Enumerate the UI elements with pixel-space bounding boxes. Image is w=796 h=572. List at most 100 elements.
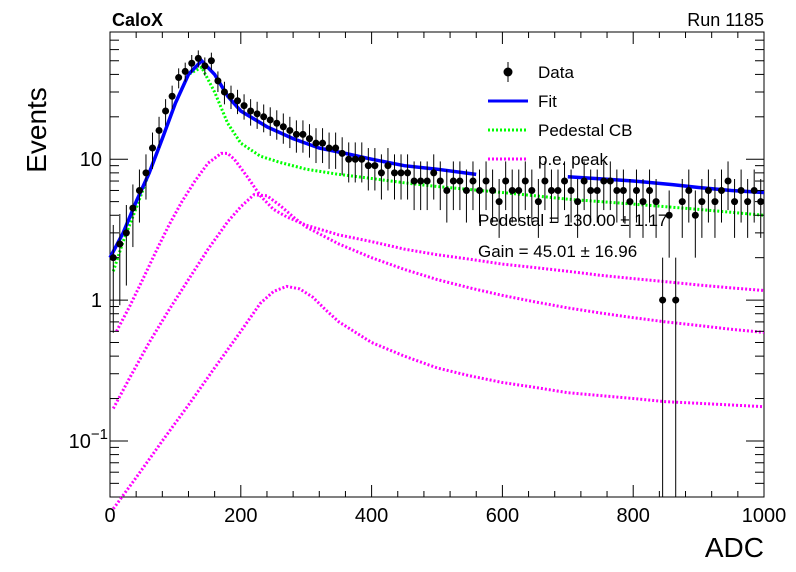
data-point bbox=[744, 198, 752, 206]
data-point bbox=[266, 116, 274, 124]
legend-label: p.e. peak bbox=[538, 150, 608, 169]
legend-label: Fit bbox=[538, 92, 557, 111]
data-point bbox=[528, 186, 536, 194]
data-point bbox=[129, 204, 137, 212]
data-point bbox=[116, 240, 124, 248]
pe-peak-curve-3 bbox=[112, 284, 765, 510]
data-point bbox=[521, 177, 529, 185]
data-points-layer bbox=[109, 50, 765, 497]
data-point bbox=[390, 169, 398, 177]
data-point bbox=[332, 144, 340, 152]
data-point bbox=[724, 177, 732, 185]
data-point bbox=[345, 155, 353, 163]
x-tick-label: 800 bbox=[617, 505, 650, 527]
data-point bbox=[567, 186, 575, 194]
plot-frame bbox=[109, 31, 765, 498]
data-point bbox=[312, 139, 320, 147]
data-point bbox=[377, 169, 385, 177]
run-label: Run 1185 bbox=[687, 10, 764, 30]
data-point bbox=[698, 198, 706, 206]
fit-curve bbox=[108, 58, 477, 259]
data-point bbox=[188, 59, 196, 67]
data-point bbox=[561, 177, 569, 185]
data-point bbox=[580, 177, 588, 185]
data-point bbox=[626, 198, 634, 206]
data-point bbox=[482, 177, 490, 185]
legend-label: Data bbox=[538, 63, 574, 82]
data-point bbox=[227, 92, 235, 100]
pedestal-annotation: Pedestal = 130.00 ± 1.17 bbox=[478, 211, 667, 230]
data-point bbox=[574, 198, 582, 206]
data-point bbox=[214, 77, 222, 85]
data-point bbox=[181, 67, 189, 75]
x-tick-label: 1000 bbox=[742, 505, 787, 527]
x-axis-title: ADC bbox=[705, 532, 764, 563]
data-point bbox=[476, 186, 484, 194]
data-point bbox=[371, 162, 379, 170]
data-point bbox=[587, 186, 595, 194]
data-point bbox=[122, 229, 130, 237]
data-point bbox=[253, 110, 261, 118]
data-point bbox=[541, 177, 549, 185]
data-point bbox=[462, 186, 470, 194]
data-point bbox=[632, 186, 640, 194]
data-point bbox=[162, 107, 170, 115]
data-point bbox=[234, 97, 242, 105]
data-point bbox=[338, 149, 346, 157]
data-point bbox=[731, 198, 739, 206]
data-point bbox=[384, 162, 392, 170]
x-tick-label: 0 bbox=[104, 505, 115, 527]
data-point bbox=[299, 130, 307, 138]
data-point bbox=[534, 198, 542, 206]
data-point bbox=[469, 177, 477, 185]
data-point bbox=[404, 169, 412, 177]
data-point bbox=[240, 102, 248, 110]
axes-layer: 0 200 400 600 800 1000 10−1 1 10 bbox=[69, 31, 787, 527]
data-point bbox=[168, 92, 176, 100]
data-point bbox=[351, 155, 359, 163]
experiment-label: CaloX bbox=[112, 10, 163, 30]
legend: Data Fit Pedestal CB p.e. peak bbox=[488, 62, 633, 169]
data-point bbox=[685, 186, 693, 194]
data-point bbox=[292, 130, 300, 138]
x-tick-label: 600 bbox=[486, 505, 519, 527]
data-point bbox=[430, 169, 438, 177]
data-point bbox=[665, 211, 673, 219]
data-point bbox=[606, 177, 614, 185]
data-point bbox=[220, 88, 228, 96]
data-point bbox=[639, 198, 647, 206]
data-point bbox=[149, 144, 157, 152]
data-point bbox=[449, 177, 457, 185]
data-point bbox=[659, 296, 667, 304]
legend-label: Pedestal CB bbox=[538, 121, 633, 140]
data-point bbox=[652, 198, 660, 206]
data-point bbox=[646, 186, 654, 194]
data-point bbox=[737, 186, 745, 194]
y-tick-label: 10−1 bbox=[69, 426, 108, 453]
data-point bbox=[319, 139, 327, 147]
y-axis-title: Events bbox=[21, 87, 52, 173]
data-point bbox=[410, 177, 418, 185]
data-point bbox=[443, 186, 451, 194]
data-point bbox=[691, 211, 699, 219]
data-point bbox=[305, 135, 313, 143]
data-point bbox=[175, 74, 183, 82]
data-point bbox=[436, 177, 444, 185]
data-point bbox=[711, 198, 719, 206]
data-point bbox=[508, 186, 516, 194]
data-point bbox=[417, 177, 425, 185]
data-point bbox=[613, 186, 621, 194]
data-point bbox=[358, 155, 366, 163]
data-point bbox=[423, 177, 431, 185]
data-point bbox=[515, 186, 523, 194]
fit-curve-tail bbox=[567, 175, 765, 195]
data-point bbox=[286, 126, 294, 134]
y-tick-label: 1 bbox=[91, 290, 102, 312]
data-point bbox=[717, 186, 725, 194]
data-point bbox=[155, 126, 163, 134]
data-point bbox=[619, 186, 627, 194]
data-point bbox=[593, 186, 601, 194]
curves-layer bbox=[108, 58, 765, 510]
data-point bbox=[194, 54, 202, 62]
